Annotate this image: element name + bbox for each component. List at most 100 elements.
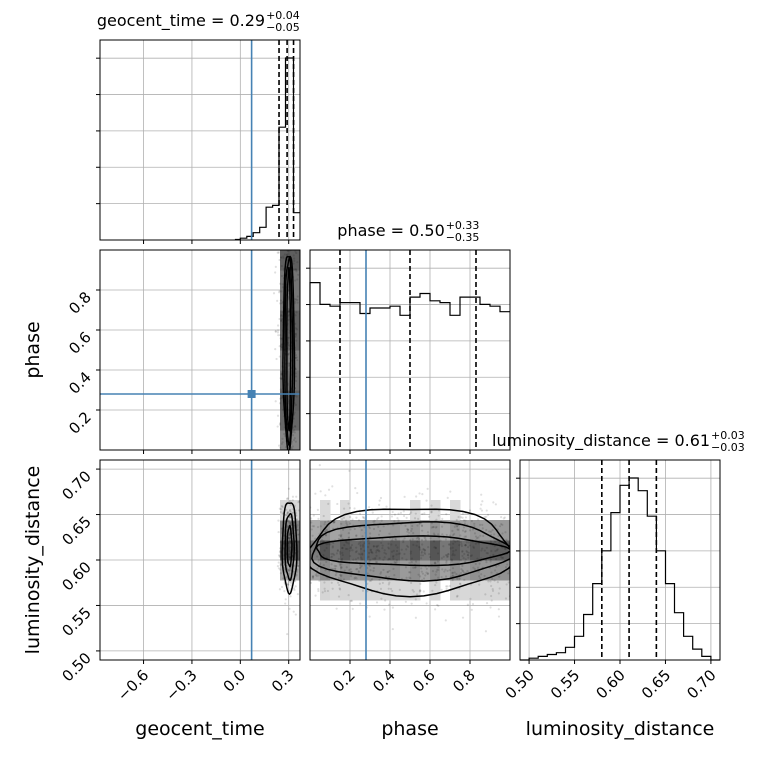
sample-point — [346, 523, 349, 526]
sample-point — [387, 558, 390, 561]
sample-point — [355, 550, 358, 553]
sample-point — [388, 603, 391, 606]
sample-point — [473, 525, 476, 528]
sample-point — [377, 516, 380, 519]
sample-point — [497, 615, 501, 618]
sample-point — [481, 523, 484, 526]
sample-point — [332, 521, 336, 524]
sample-point — [459, 559, 462, 562]
sample-point — [452, 550, 455, 553]
sample-point — [289, 566, 292, 570]
sample-point — [425, 499, 428, 502]
sample-point — [496, 528, 500, 531]
sample-point — [318, 464, 321, 467]
sample-point — [391, 627, 394, 631]
sample-point — [290, 440, 294, 443]
sample-point — [395, 549, 399, 553]
sample-point — [425, 567, 428, 570]
sample-point — [507, 572, 510, 575]
sample-point — [447, 553, 450, 556]
sample-point — [332, 541, 335, 545]
sample-point — [276, 565, 280, 568]
sample-point — [471, 528, 475, 531]
sample-point — [444, 619, 447, 622]
sample-point — [431, 526, 435, 529]
sample-point — [287, 352, 290, 356]
sample-point — [483, 574, 486, 578]
sample-point — [345, 541, 348, 544]
sample-point — [383, 551, 386, 555]
sample-point — [384, 552, 388, 555]
sample-point — [338, 550, 342, 554]
density-cell — [320, 560, 331, 581]
sample-point — [357, 542, 360, 546]
sample-point — [394, 562, 397, 565]
sample-point — [450, 559, 454, 562]
sample-point — [379, 496, 383, 500]
sample-point — [337, 537, 341, 540]
sample-point — [322, 564, 325, 567]
sample-point — [406, 528, 409, 531]
sample-point — [358, 553, 362, 556]
sample-point — [340, 574, 343, 577]
sample-point — [334, 567, 337, 570]
x-tick-label: 0.0 — [220, 666, 250, 696]
sample-point — [296, 524, 299, 527]
sample-point — [348, 569, 351, 572]
sample-point — [420, 550, 424, 553]
sample-point — [415, 537, 419, 540]
sample-point — [287, 353, 290, 356]
sample-point — [504, 548, 507, 551]
sample-point — [280, 274, 283, 278]
sample-point — [426, 572, 430, 575]
sample-point — [288, 550, 291, 553]
sample-point — [408, 576, 411, 579]
sample-point — [292, 262, 295, 265]
sample-point — [377, 533, 381, 536]
sample-point — [459, 541, 462, 544]
sample-point — [340, 522, 343, 525]
sample-point — [295, 270, 298, 273]
sample-point — [287, 487, 291, 490]
sample-point — [404, 566, 408, 569]
sample-point — [286, 497, 289, 500]
sample-point — [412, 531, 415, 535]
sample-point — [274, 347, 277, 351]
title-sub: −0.35 — [446, 231, 480, 244]
sample-point — [288, 542, 291, 545]
sample-point — [417, 573, 420, 576]
sample-point — [387, 575, 391, 579]
sample-point — [370, 550, 373, 554]
sample-point — [338, 564, 342, 567]
x-tick-label: −0.6 — [114, 666, 152, 704]
sample-point — [287, 318, 290, 322]
sample-point — [507, 581, 510, 584]
sample-point — [279, 302, 282, 305]
sample-point — [280, 319, 283, 323]
sample-point — [402, 539, 405, 542]
sample-point — [431, 570, 435, 573]
sample-point — [279, 541, 282, 544]
sample-point — [293, 521, 296, 525]
sample-point — [470, 554, 473, 557]
sample-point — [378, 499, 381, 502]
sample-point — [452, 542, 455, 545]
sample-point — [451, 546, 454, 549]
sample-point — [387, 542, 390, 545]
sample-point — [292, 610, 295, 613]
sample-point — [401, 557, 404, 560]
density-cell — [410, 520, 421, 541]
sample-point — [491, 588, 494, 591]
sample-point — [347, 536, 351, 539]
contour-line — [284, 512, 295, 582]
sample-point — [330, 563, 333, 566]
sample-point — [433, 533, 436, 536]
y-tick-label: 0.2 — [65, 408, 95, 438]
sample-point — [388, 557, 391, 560]
density-cell — [480, 520, 491, 541]
sample-point — [337, 595, 341, 598]
sample-point — [297, 559, 300, 562]
sample-point — [276, 331, 280, 334]
sample-point — [422, 547, 425, 551]
sample-point — [324, 569, 327, 572]
